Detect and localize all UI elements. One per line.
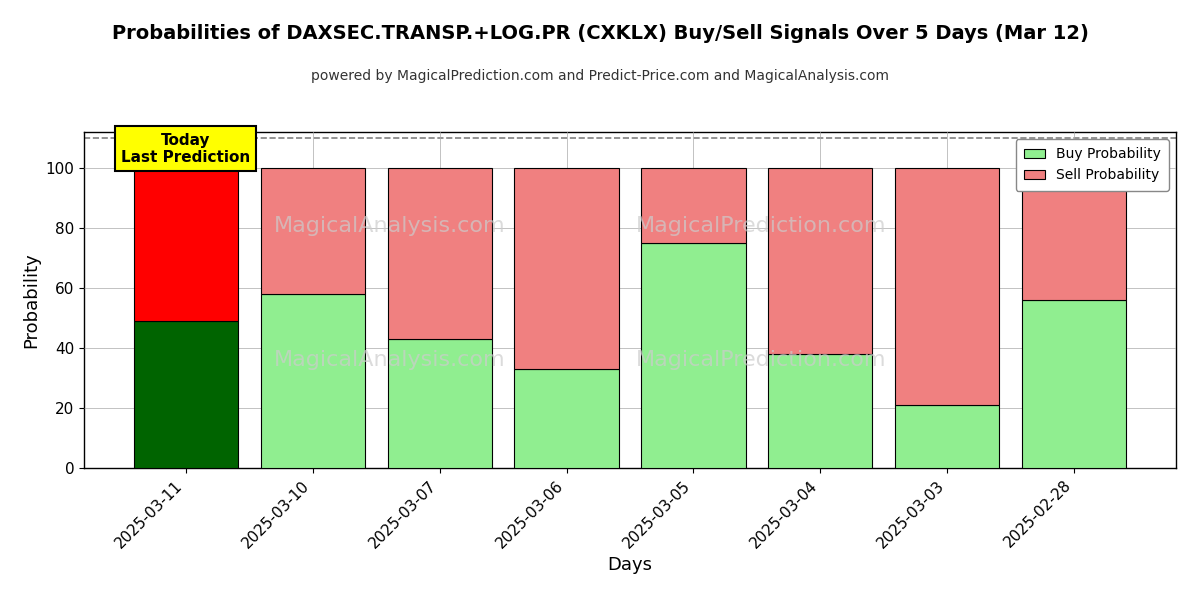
Legend: Buy Probability, Sell Probability: Buy Probability, Sell Probability xyxy=(1015,139,1169,191)
Text: MagicalPrediction.com: MagicalPrediction.com xyxy=(636,216,887,236)
Text: powered by MagicalPrediction.com and Predict-Price.com and MagicalAnalysis.com: powered by MagicalPrediction.com and Pre… xyxy=(311,69,889,83)
Text: Probabilities of DAXSEC.TRANSP.+LOG.PR (CXKLX) Buy/Sell Signals Over 5 Days (Mar: Probabilities of DAXSEC.TRANSP.+LOG.PR (… xyxy=(112,24,1088,43)
Bar xyxy=(895,168,1000,405)
Bar xyxy=(1022,300,1127,468)
Bar xyxy=(895,405,1000,468)
Bar xyxy=(768,168,872,354)
Bar xyxy=(515,369,618,468)
Bar xyxy=(1022,168,1127,300)
Bar xyxy=(642,243,745,468)
Bar xyxy=(768,354,872,468)
Bar xyxy=(133,321,238,468)
Bar xyxy=(388,168,492,339)
Bar xyxy=(133,168,238,321)
Text: MagicalAnalysis.com: MagicalAnalysis.com xyxy=(274,350,505,370)
Text: MagicalPrediction.com: MagicalPrediction.com xyxy=(636,350,887,370)
Text: Today
Last Prediction: Today Last Prediction xyxy=(121,133,251,165)
Bar xyxy=(260,294,365,468)
Text: MagicalAnalysis.com: MagicalAnalysis.com xyxy=(274,216,505,236)
Bar xyxy=(642,168,745,243)
Bar xyxy=(515,168,618,369)
Bar xyxy=(388,339,492,468)
Y-axis label: Probability: Probability xyxy=(22,252,40,348)
Bar xyxy=(260,168,365,294)
X-axis label: Days: Days xyxy=(607,556,653,574)
